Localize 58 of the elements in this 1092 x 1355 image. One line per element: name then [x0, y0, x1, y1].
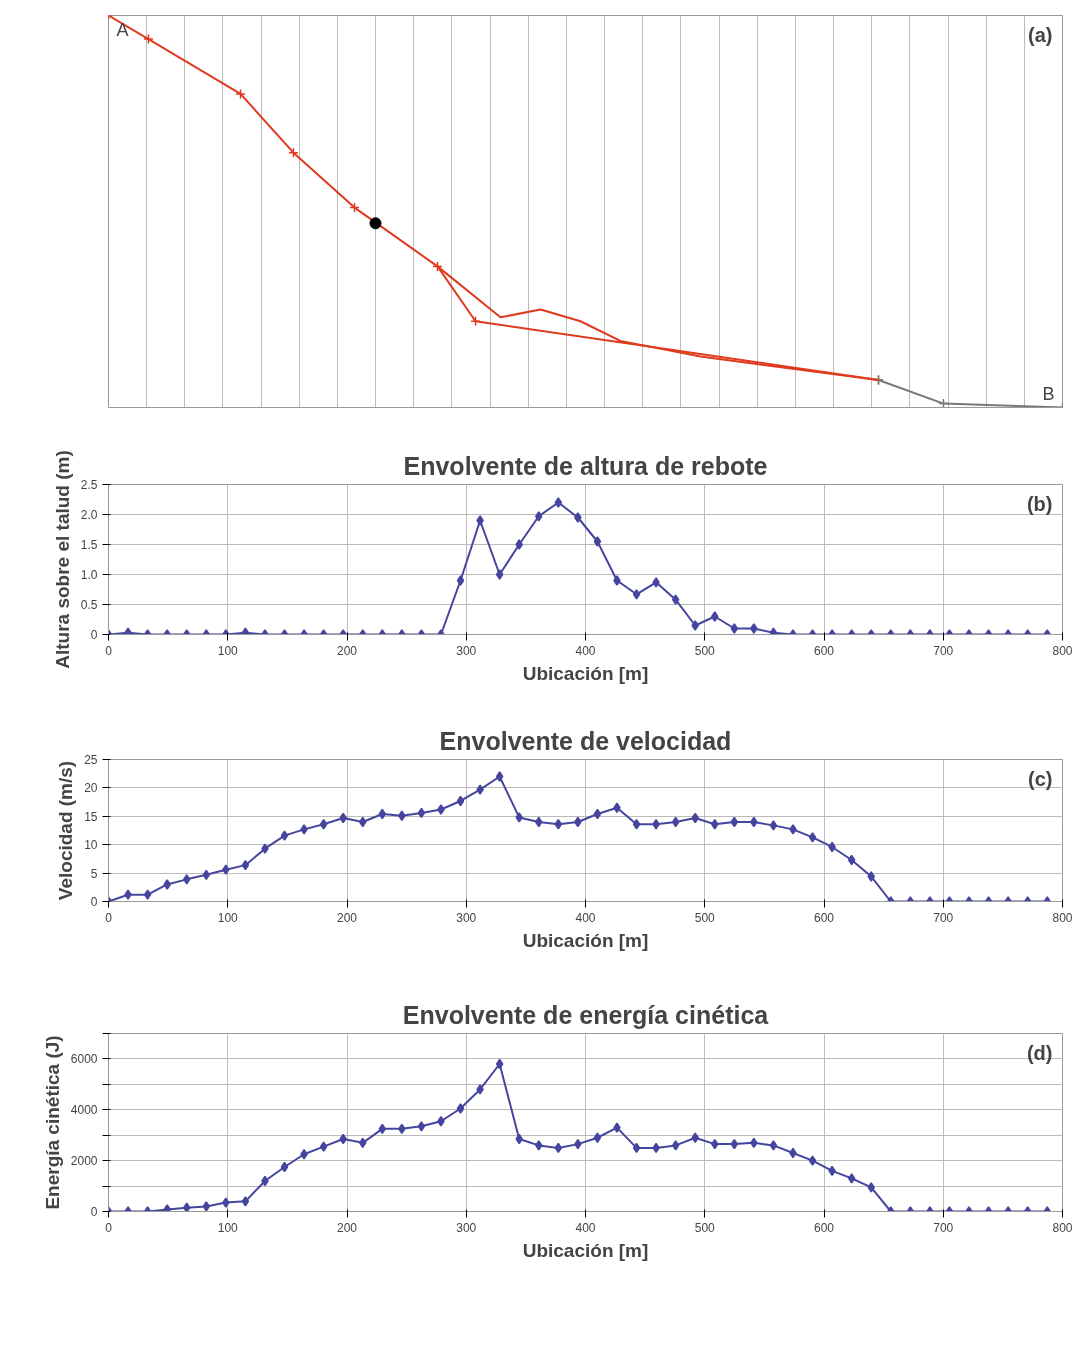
- y-tick-label: 20: [84, 781, 98, 796]
- x-tick-label: 200: [336, 643, 358, 658]
- x-tick-label: 800: [1052, 1220, 1073, 1235]
- x-tick-label: 700: [933, 1220, 954, 1235]
- x-tick-label: 100: [217, 643, 239, 658]
- chart-title: Envolvente de velocidad: [439, 726, 732, 755]
- x-tick-label: 100: [217, 910, 239, 925]
- y-tick-label: 1.0: [80, 568, 98, 582]
- x-tick-label: 200: [336, 1220, 358, 1235]
- x-tick-label: 400: [575, 1220, 596, 1235]
- y-tick-label: 10: [84, 838, 98, 853]
- x-tick-label: 100: [217, 1220, 239, 1235]
- x-tick-label: 400: [575, 643, 596, 658]
- annotation: (a): [1028, 23, 1053, 46]
- x-tick-label: 300: [456, 910, 477, 925]
- y-tick-label: 5: [90, 866, 98, 881]
- x-tick-label: 0: [105, 643, 113, 658]
- x-tick-label: 200: [336, 910, 358, 925]
- x-tick-label: 0: [105, 910, 113, 925]
- y-tick-label: 25: [84, 753, 98, 767]
- x-tick-label: 500: [694, 910, 716, 925]
- y-tick-label: 1.5: [80, 538, 98, 552]
- x-tick-label: 700: [933, 643, 954, 658]
- x-tick-label: 0: [105, 1220, 113, 1235]
- y-axis-title: Altura sobre el talud (m): [51, 450, 73, 669]
- y-tick-label: 0: [90, 1205, 98, 1219]
- x-axis-title: Ubicación [m]: [522, 929, 649, 951]
- y-tick-label: 6000: [70, 1052, 98, 1067]
- x-tick-label: 400: [575, 910, 596, 925]
- chart-title: Envolvente de altura de rebote: [403, 451, 768, 480]
- x-tick-label: 300: [456, 643, 477, 658]
- y-tick-label: 2000: [70, 1154, 98, 1169]
- y-axis-title: Velocidad (m/s): [55, 760, 77, 901]
- y-tick-label: 0: [90, 895, 98, 909]
- x-tick-label: 600: [813, 643, 835, 658]
- x-tick-label: 300: [456, 1220, 477, 1235]
- annotation: (c): [1028, 767, 1053, 790]
- y-tick-label: 0: [90, 628, 98, 642]
- y-tick-label: 2.5: [80, 478, 98, 492]
- y-axis-title: Energía cinética (J): [41, 1035, 63, 1210]
- y-tick-label: 0.5: [80, 598, 98, 612]
- x-tick-label: 600: [813, 1220, 835, 1235]
- chart-title: Envolvente de energía cinética: [402, 1000, 770, 1029]
- annotation: (b): [1026, 492, 1053, 515]
- x-tick-label: 700: [933, 910, 954, 925]
- x-tick-label: 600: [813, 910, 835, 925]
- annotation: B: [1042, 383, 1055, 404]
- annotation: A: [116, 19, 129, 40]
- y-tick-label: 4000: [70, 1103, 98, 1118]
- x-axis-title: Ubicación [m]: [522, 1239, 649, 1261]
- x-axis-title: Ubicación [m]: [522, 662, 649, 684]
- x-tick-label: 500: [694, 1220, 716, 1235]
- y-tick-label: 15: [84, 809, 98, 824]
- y-tick-label: 2.0: [80, 508, 98, 522]
- x-tick-label: 800: [1052, 910, 1073, 925]
- annotation: (d): [1026, 1041, 1053, 1064]
- x-tick-label: 500: [694, 643, 716, 658]
- x-tick-label: 800: [1052, 643, 1073, 658]
